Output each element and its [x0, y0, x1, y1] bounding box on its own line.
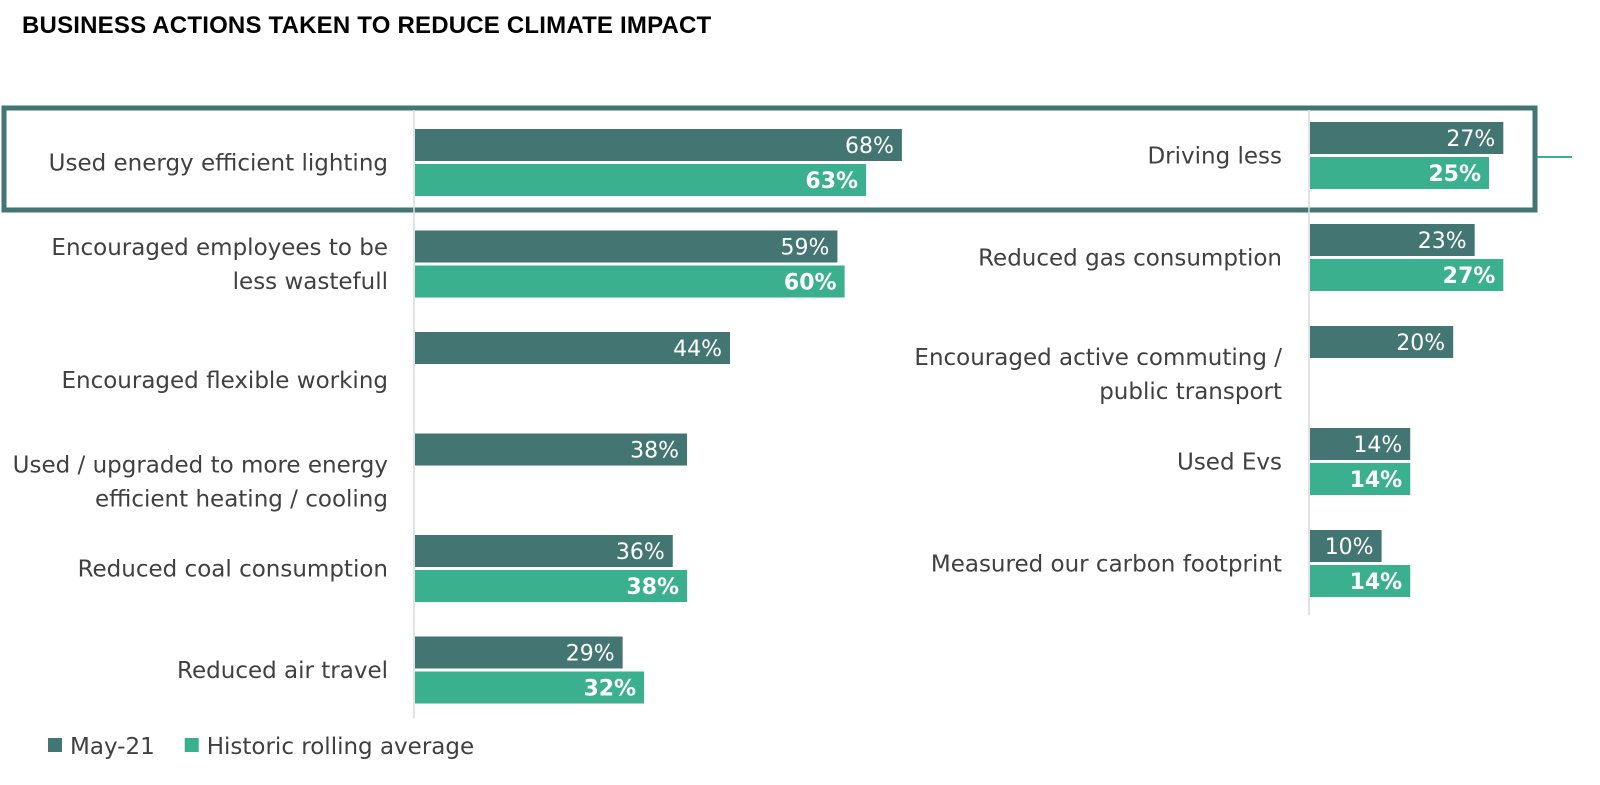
data-label-historic-rolling-average: 25%	[1428, 162, 1481, 187]
category-label: Reduced coal consumption	[78, 557, 388, 583]
data-label-may-21: 10%	[1325, 535, 1374, 560]
data-label-historic-rolling-average: 32%	[583, 677, 636, 702]
category-label: Reduced air travel	[177, 658, 388, 684]
bar-may-21	[415, 230, 838, 263]
bar-historic-rolling-average	[415, 570, 688, 602]
data-label-may-21: 44%	[673, 337, 722, 362]
data-label-may-21: 59%	[781, 236, 830, 261]
data-label-historic-rolling-average: 63%	[805, 169, 858, 194]
data-label-may-21: 14%	[1353, 433, 1402, 458]
data-label-may-21: 68%	[845, 134, 894, 159]
data-label-historic-rolling-average: 60%	[784, 271, 837, 296]
category-label: Used Evs	[1177, 450, 1282, 476]
bar-may-21	[1310, 122, 1504, 154]
bar-historic-rolling-average	[1310, 463, 1411, 495]
bar-may-21	[415, 332, 731, 364]
category-label: Encouraged active commuting /	[914, 345, 1282, 371]
legend-label-1: May-21	[70, 734, 155, 760]
chart-title: BUSINESS ACTIONS TAKEN TO REDUCE CLIMATE…	[22, 12, 712, 39]
bar-may-21	[415, 433, 688, 466]
bar-may-21	[415, 129, 902, 161]
bar-may-21	[1310, 224, 1475, 256]
category-label: Used / upgraded to more energy	[13, 453, 388, 479]
category-label: Encouraged employees to be	[51, 235, 388, 261]
legend-label-2: Historic rolling average	[207, 734, 474, 760]
bar-may-21	[415, 636, 623, 669]
category-label: Measured our carbon footprint	[931, 552, 1282, 578]
category-label: less wastefull	[233, 269, 388, 295]
category-label: efficient heating / cooling	[95, 487, 388, 513]
data-label-may-21: 38%	[630, 439, 679, 464]
category-label: public transport	[1099, 379, 1282, 405]
bar-historic-rolling-average	[415, 164, 867, 196]
data-label-may-21: 29%	[566, 642, 615, 667]
bar-may-21	[1310, 428, 1411, 460]
bar-historic-rolling-average	[1310, 259, 1504, 291]
category-label: Reduced gas consumption	[978, 246, 1282, 272]
category-label: Used energy efficient lighting	[49, 151, 388, 177]
bar-historic-rolling-average	[1310, 157, 1489, 189]
bar-historic-rolling-average	[415, 671, 645, 704]
bar-may-21	[415, 535, 673, 567]
category-label: Encouraged flexible working	[61, 368, 388, 394]
data-label-may-21: 36%	[616, 540, 665, 565]
category-label: Driving less	[1147, 144, 1282, 170]
bar-may-21	[1310, 326, 1454, 358]
data-label-historic-rolling-average: 14%	[1350, 468, 1403, 493]
bar-historic-rolling-average	[1310, 565, 1411, 597]
legend-swatch-2	[184, 738, 199, 752]
data-label-historic-rolling-average: 27%	[1443, 264, 1496, 289]
data-label-historic-rolling-average: 38%	[626, 575, 679, 600]
highlight-frame	[1, 105, 1538, 213]
data-label-may-21: 20%	[1396, 331, 1445, 356]
data-label-may-21: 27%	[1446, 127, 1495, 152]
bar-may-21	[1310, 530, 1382, 562]
legend-swatch-1	[48, 738, 62, 752]
data-label-may-21: 23%	[1418, 229, 1467, 254]
data-label-historic-rolling-average: 14%	[1350, 570, 1403, 595]
bar-historic-rolling-average	[415, 265, 845, 298]
